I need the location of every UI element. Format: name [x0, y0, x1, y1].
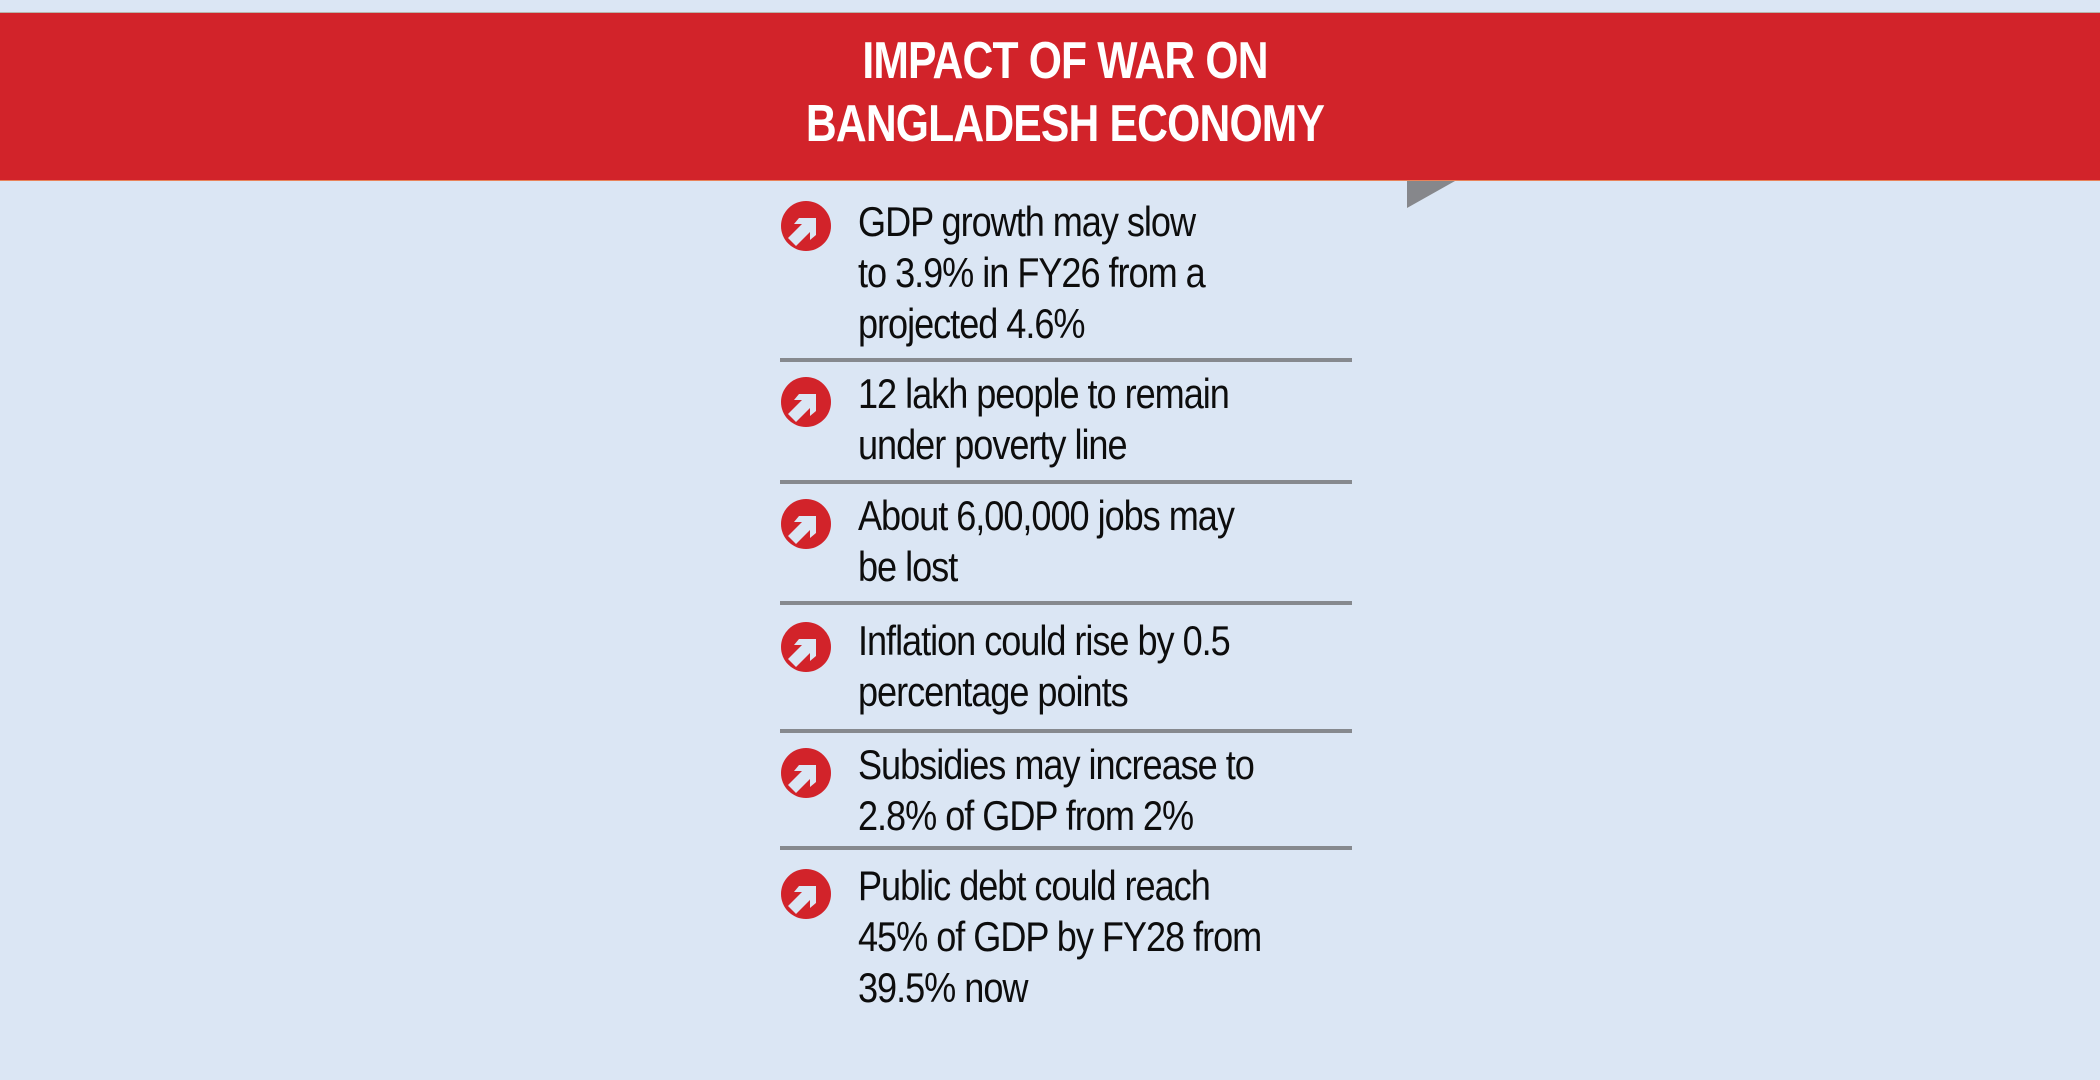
list-item: Subsidies may increase to 2.8% of GDP fr…: [780, 733, 1352, 850]
item-text: Inflation could rise by 0.5 percentage p…: [858, 617, 1231, 715]
list-item: Inflation could rise by 0.5 percentage p…: [780, 605, 1352, 733]
list-item: About 6,00,000 jobs may be lost: [780, 484, 1352, 605]
impact-list: GDP growth may slow to 3.9% in FY26 from…: [780, 190, 1352, 1030]
list-item: Public debt could reach 45% of GDP by FY…: [780, 850, 1352, 1030]
item-text: Subsidies may increase to 2.8% of GDP fr…: [858, 741, 1255, 839]
arrow-up-right-circle-icon: [781, 748, 831, 798]
banner-fold-tab: [1407, 181, 1455, 208]
list-item: 12 lakh people to remain under poverty l…: [780, 362, 1352, 484]
arrow-up-right-circle-icon: [781, 869, 831, 919]
title-line-1: IMPACT OF WAR ON: [862, 32, 1268, 90]
arrow-up-right-circle-icon: [781, 201, 831, 251]
item-text: Public debt could reach 45% of GDP by FY…: [858, 862, 1262, 1011]
title-banner: [0, 12, 2100, 181]
arrow-up-right-circle-icon: [781, 377, 831, 427]
title-line-2: BANGLADESH ECONOMY: [805, 95, 1325, 153]
arrow-up-right-circle-icon: [781, 622, 831, 672]
item-text: About 6,00,000 jobs may be lost: [858, 492, 1235, 590]
page-title: IMPACT OF WAR ON BANGLADESH ECONOMY: [192, 30, 1939, 156]
item-text: 12 lakh people to remain under poverty l…: [858, 370, 1230, 468]
arrow-up-right-circle-icon: [781, 499, 831, 549]
item-text: GDP growth may slow to 3.9% in FY26 from…: [858, 198, 1206, 347]
list-item: GDP growth may slow to 3.9% in FY26 from…: [780, 190, 1352, 362]
